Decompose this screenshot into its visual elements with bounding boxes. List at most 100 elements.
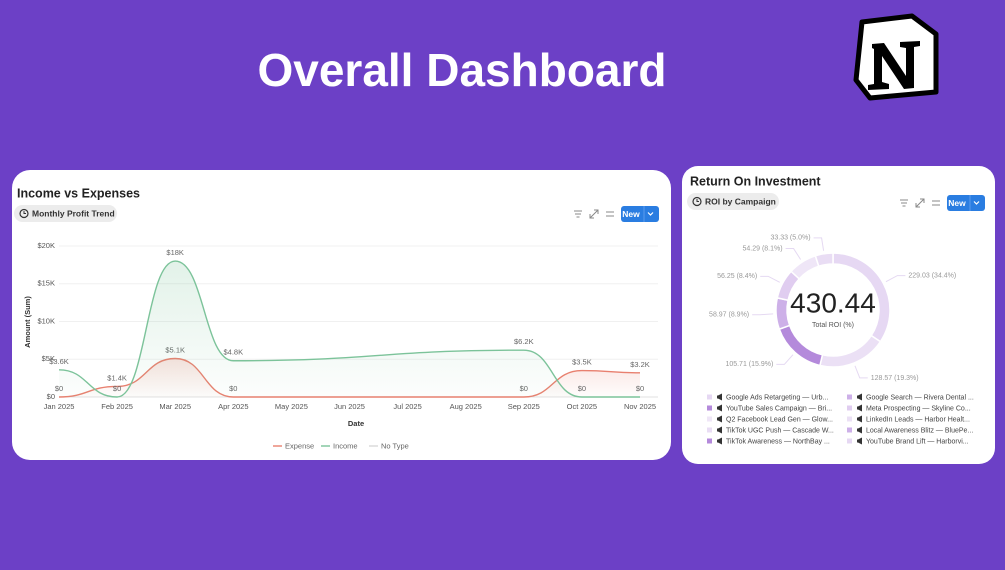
y-tick-label: $20K (37, 241, 55, 250)
legend-label: Q2 Facebook Lead Gen — Glow... (726, 416, 833, 423)
data-label: $3.2K (630, 360, 650, 369)
expand-icon[interactable] (915, 198, 925, 208)
card-title: Income vs Expenses (17, 186, 140, 200)
legend-swatch (707, 427, 712, 433)
dropdown-chevron (973, 201, 980, 205)
legend-label: Local Awareness Blitz — BluePe... (866, 427, 973, 434)
slice-label: 58.97 (8.9%) (709, 312, 749, 319)
y-tick-label: $0 (47, 392, 55, 401)
data-label: $6.2K (514, 337, 534, 346)
roi-card (682, 166, 995, 464)
new-button-label: New (622, 209, 640, 219)
center-value: 430.44 (790, 287, 876, 318)
page-title: Overall Dashboard (257, 44, 666, 96)
y-tick-label: $5K (42, 354, 55, 363)
x-tick-label: Aug 2025 (450, 402, 482, 411)
legend-label: YouTube Brand Lift — Harborvi... (866, 438, 969, 445)
legend-label: Income (333, 441, 358, 450)
notion-logo (853, 13, 939, 101)
slice-label: 105.71 (15.9%) (725, 361, 773, 368)
legend-swatch (847, 394, 852, 400)
legend-label: No Type (381, 441, 409, 450)
card-title: Return On Investment (690, 174, 821, 188)
legend-swatch (847, 438, 852, 444)
view-tab[interactable] (687, 193, 779, 210)
legend-label: Google Ads Retargeting — Urb... (726, 394, 828, 401)
x-tick-label: Jun 2025 (334, 402, 365, 411)
legend-swatch (847, 416, 852, 422)
legend-icon (857, 393, 862, 401)
x-tick-label: Oct 2025 (567, 402, 597, 411)
legend-swatch (707, 405, 712, 411)
legend-icon (857, 437, 862, 445)
view-tab[interactable] (14, 205, 117, 222)
y-tick-label: $10K (37, 316, 55, 325)
filter-icon[interactable] (900, 199, 908, 207)
y-axis-label: Amount (Sum) (23, 296, 32, 348)
view-icon (692, 196, 702, 207)
slice-label: 33.33 (5.0%) (770, 235, 810, 242)
view-icon-hand (696, 199, 699, 202)
x-tick-label: May 2025 (275, 402, 308, 411)
data-label: $0 (636, 384, 644, 393)
legend-icon (717, 437, 722, 445)
x-tick-label: Jul 2025 (393, 402, 421, 411)
view-icon (19, 208, 29, 219)
legend-label: Google Search — Rivera Dental ... (866, 394, 974, 401)
legend-label: TikTok Awareness — NorthBay ... (726, 438, 830, 445)
x-tick-label: Jan 2025 (44, 402, 75, 411)
donut-slice (775, 297, 791, 331)
new-button[interactable] (947, 195, 985, 211)
legend-icon (717, 404, 722, 412)
legend-icon (717, 393, 722, 401)
legend-icon (857, 426, 862, 434)
leader-line (776, 354, 794, 365)
legend-swatch (707, 416, 712, 422)
view-tab-label: Monthly Profit Trend (32, 208, 115, 218)
settings-icon[interactable] (606, 211, 614, 217)
data-label: $1.4K (107, 373, 127, 382)
dropdown-chevron (647, 212, 654, 216)
leader-line (760, 275, 780, 283)
leader-line (854, 365, 868, 379)
x-tick-label: Nov 2025 (624, 402, 656, 411)
x-axis-label: Date (348, 419, 364, 428)
view-tab-label: ROI by Campaign (705, 196, 776, 206)
slice-label: 128.57 (19.3%) (871, 375, 919, 382)
legend-label: LinkedIn Leads — Harbor Healt... (866, 416, 970, 423)
legend-label: YouTube Sales Campaign — Bri... (726, 405, 832, 412)
x-tick-label: Sep 2025 (508, 402, 540, 411)
legend-label: Meta Prospecting — Skyline Co... (866, 405, 971, 412)
data-label: $4.8K (223, 348, 243, 357)
y-tick-label: $15K (37, 279, 55, 288)
data-label: $3.5K (572, 358, 592, 367)
leader-line (885, 275, 906, 283)
center-label: Total ROI (%) (812, 322, 854, 329)
filter-icon[interactable] (574, 210, 582, 218)
legend-swatch (847, 405, 852, 411)
view-icon-hand (23, 211, 26, 214)
slice-label: 56.25 (8.4%) (717, 273, 757, 280)
leader-line (752, 313, 774, 316)
legend-swatch (847, 427, 852, 433)
x-tick-label: Feb 2025 (101, 402, 133, 411)
slice-label: 54.29 (8.1%) (742, 245, 782, 252)
data-label: $0 (113, 384, 121, 393)
legend-icon (857, 404, 862, 412)
legend-icon (717, 415, 722, 423)
legend-icon (717, 426, 722, 434)
new-button-label: New (948, 198, 966, 208)
donut-slice (814, 252, 834, 268)
expand-icon[interactable] (589, 209, 599, 219)
slice-label: 229.03 (34.4%) (908, 272, 956, 279)
data-label: $18K (166, 248, 184, 257)
legend-label: Expense (285, 441, 314, 450)
leader-line (785, 248, 802, 260)
legend-swatch (707, 438, 712, 444)
settings-icon[interactable] (932, 200, 940, 206)
new-button[interactable] (621, 206, 659, 222)
x-tick-label: Mar 2025 (159, 402, 191, 411)
legend-swatch (707, 394, 712, 400)
